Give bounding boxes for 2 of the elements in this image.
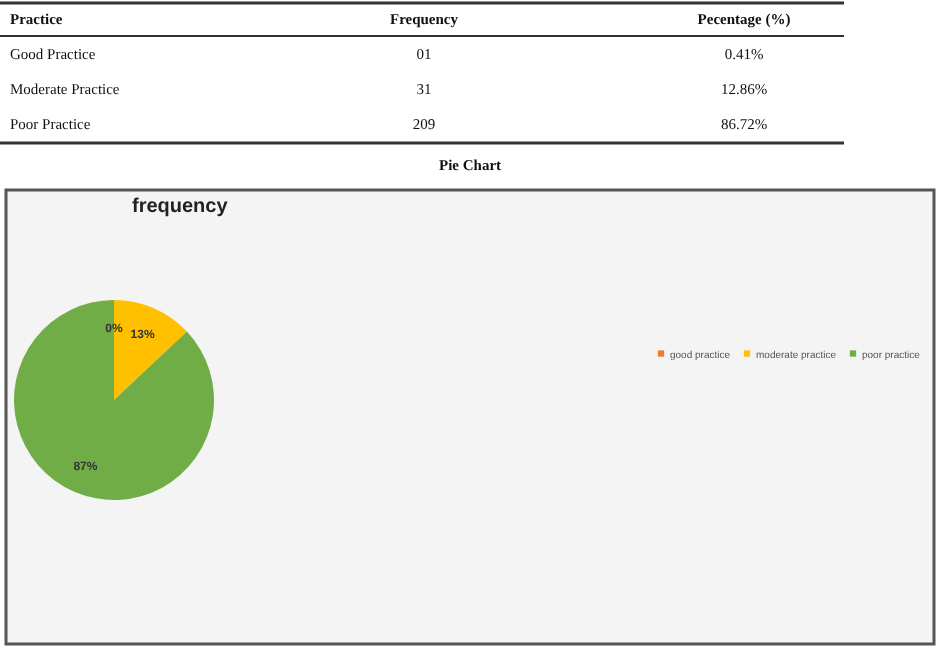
pie-slice bbox=[14, 300, 214, 500]
chart-title: frequency bbox=[132, 196, 229, 218]
